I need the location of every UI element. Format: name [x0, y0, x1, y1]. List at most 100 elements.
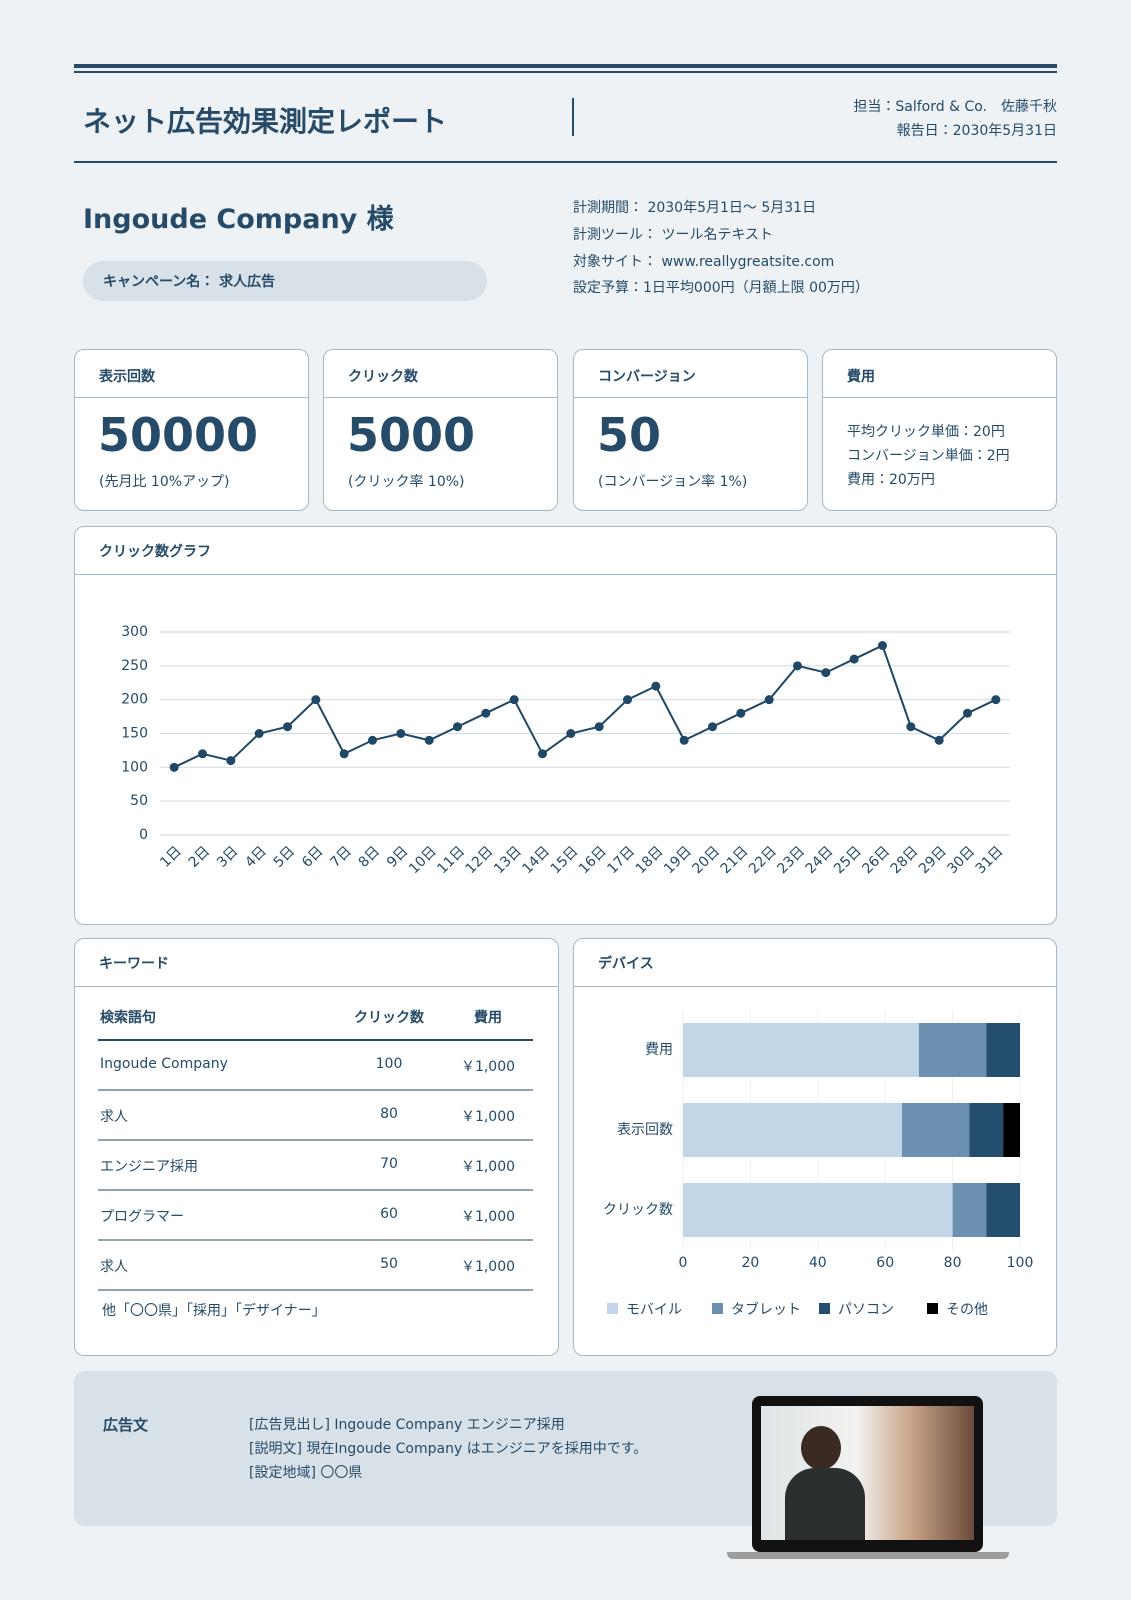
table-rule	[98, 1039, 533, 1041]
laptop-screen	[752, 1396, 983, 1552]
point	[509, 695, 519, 705]
point	[198, 749, 207, 759]
x-tick-label: 100	[1007, 1255, 1034, 1271]
x-tick-label: 17日	[604, 843, 638, 877]
bar-segment	[1003, 1103, 1020, 1157]
photo-body	[785, 1468, 865, 1540]
table-cell: 求人	[100, 1259, 128, 1275]
point	[368, 735, 377, 745]
x-tick-label: 15日	[548, 843, 582, 877]
point	[283, 722, 292, 732]
point	[651, 681, 661, 691]
card-head	[75, 527, 1056, 575]
table-cell: 求人	[100, 1109, 128, 1125]
legend-label: パソコン	[838, 1302, 894, 1318]
legend-swatch	[607, 1303, 618, 1314]
kpi-label: クリック数	[348, 369, 418, 385]
photo	[761, 1406, 974, 1540]
point	[878, 641, 887, 651]
y-tick-label: 200	[121, 692, 148, 708]
x-tick-label: 8日	[356, 843, 384, 871]
x-tick-label: 80	[944, 1255, 962, 1271]
card-title: キーワード	[99, 956, 169, 972]
x-tick-label: 12日	[463, 843, 497, 877]
bar-segment	[952, 1183, 987, 1237]
table-header: 検索語句	[100, 1010, 156, 1026]
point	[793, 661, 802, 671]
table-cell: プログラマー	[100, 1209, 184, 1225]
x-tick-label: 19日	[661, 843, 695, 877]
detail: 設定予算：1日平均000円（月額上限 00万円）	[573, 280, 869, 296]
card-head	[574, 350, 807, 398]
cost-line: 費用：20万円	[847, 472, 935, 488]
point	[566, 729, 576, 738]
x-tick-label: 11日	[434, 843, 468, 877]
card-head	[823, 350, 1056, 398]
kpi-label: 表示回数	[99, 369, 155, 385]
divider	[572, 98, 574, 136]
x-tick-label: 7日	[327, 843, 355, 871]
kpi-note: (先月比 10%アップ)	[99, 474, 230, 490]
legend-label: モバイル	[626, 1302, 682, 1318]
point	[934, 735, 944, 745]
cost-line: 平均クリック単価：20円	[847, 424, 1005, 440]
x-tick-label: 16日	[576, 843, 610, 877]
kpi-label: コンバージョン	[598, 369, 696, 385]
point	[538, 749, 547, 759]
point	[708, 722, 717, 732]
y-tick-label: 250	[121, 658, 148, 674]
x-tick-label: 20	[741, 1255, 759, 1271]
point	[226, 756, 236, 766]
x-tick-label: 6日	[299, 843, 327, 871]
kpi-label: 費用	[847, 369, 875, 385]
row-rule	[98, 1239, 533, 1241]
client-name: Ingoude Company 様	[83, 204, 394, 235]
x-tick-label: 0	[679, 1255, 688, 1271]
ad-label: 広告文	[103, 1416, 149, 1434]
legend-swatch	[819, 1303, 830, 1314]
rule	[74, 71, 1057, 73]
table-cell: エンジニア採用	[100, 1159, 198, 1175]
point	[736, 708, 746, 718]
x-tick-label: 28日	[888, 843, 922, 877]
detail: 計測ツール： ツール名テキスト	[573, 227, 774, 243]
detail: 計測期間： 2030年5月1日〜 5月31日	[573, 200, 817, 216]
point	[963, 708, 972, 718]
rule	[74, 64, 1057, 68]
cost-card: 費用 平均クリック単価：20円 コンバージョン単価：2円 費用：20万円	[822, 349, 1057, 511]
x-tick-label: 40	[809, 1255, 827, 1271]
point	[339, 749, 349, 759]
x-tick-label: 1日	[157, 843, 185, 871]
bar-segment	[918, 1023, 987, 1077]
table-note: 他「〇〇県」「採用」「デザイナー」	[102, 1303, 326, 1319]
x-tick-label: 21日	[718, 843, 752, 877]
point	[849, 654, 859, 664]
chart-card: クリック数グラフ	[74, 526, 1057, 925]
ad-line: [広告見出し] Ingoude Company エンジニア採用	[249, 1417, 565, 1433]
point	[453, 722, 462, 732]
report-date: 報告日：2030年5月31日	[896, 123, 1057, 139]
y-tick-label: 費用	[645, 1042, 673, 1058]
y-tick-label: クリック数	[603, 1202, 673, 1218]
point	[481, 708, 491, 718]
point	[424, 735, 434, 745]
laptop-base	[727, 1552, 1009, 1559]
legend-swatch	[927, 1303, 938, 1314]
x-tick-label: 10日	[406, 843, 440, 877]
bar-segment	[986, 1183, 1020, 1237]
legend-label: タブレット	[731, 1301, 801, 1318]
legend-swatch	[712, 1303, 723, 1314]
report-title: ネット広告効果測定レポート	[83, 105, 448, 138]
campaign: キャンペーン名： 求人広告	[103, 274, 276, 290]
x-tick-label: 25日	[831, 843, 865, 877]
chart-title: デバイス	[598, 956, 654, 972]
y-tick-label: 300	[121, 624, 148, 640]
kpi-card: クリック数 5000 (クリック率 10%)	[323, 349, 558, 511]
y-tick-label: 150	[121, 726, 148, 742]
kpi-value: 5000	[347, 408, 476, 462]
kpi-note: (クリック率 10%)	[348, 474, 465, 490]
x-tick-label: 14日	[519, 843, 553, 877]
point	[764, 695, 774, 705]
ad-line: [設定地域] 〇〇県	[249, 1465, 363, 1481]
bar-segment	[683, 1183, 953, 1237]
